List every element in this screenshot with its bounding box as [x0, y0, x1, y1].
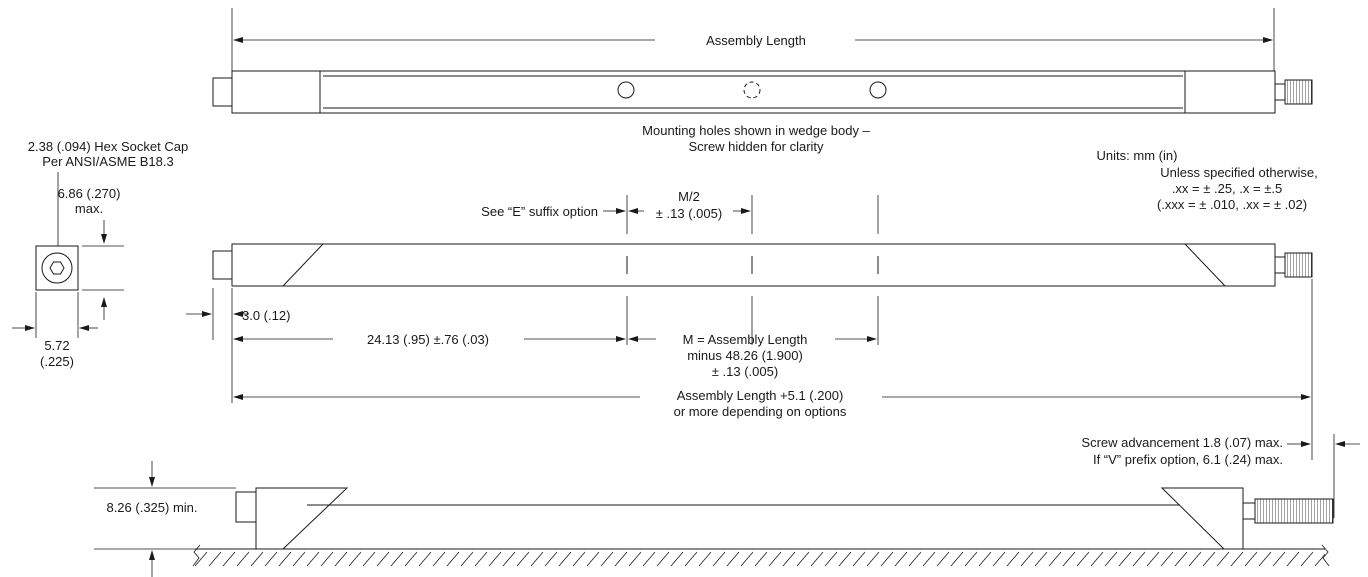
screw-thread: [1284, 79, 1313, 105]
units-line4: (.xxx = ± .010, .xx = ± .02): [1157, 197, 1307, 212]
top-view: Assembly Length Mounting holes shown in …: [212, 8, 1313, 154]
units-line1: Units: mm (in): [1097, 148, 1178, 163]
hex-socket-line1: 2.38 (.094) Hex Socket Cap: [28, 139, 188, 154]
offset-label: 3.0 (.12): [242, 308, 290, 323]
middle-view: See “E” suffix option M/2 ± .13 (.005) 3…: [186, 189, 1313, 460]
half-m-label-line1: M/2: [678, 189, 700, 204]
assembly-length-dimension: Assembly Length: [233, 33, 1273, 48]
screw-thread: [1284, 252, 1313, 278]
right-wedge: [1160, 487, 1244, 550]
width-label-line1: 5.72: [44, 338, 69, 353]
units-note: Units: mm (in) Unless specified otherwis…: [1097, 148, 1318, 212]
mounting-note-line1: Mounting holes shown in wedge body –: [642, 123, 870, 138]
height-label-line1: 6.86 (.270): [58, 186, 121, 201]
screw-advance-line2: If “V” prefix option, 6.1 (.24) max.: [1093, 452, 1283, 467]
units-line2: Unless specified otherwise,: [1160, 165, 1318, 180]
ground-hatch: [195, 551, 1325, 567]
mounting-holes: [617, 81, 887, 99]
m-label-line2: minus 48.26 (1.900): [687, 348, 803, 363]
left-wedge: [255, 487, 349, 550]
screw-thread: [1254, 498, 1334, 524]
height-label: 8.26 (.325) min.: [106, 500, 197, 515]
side-view: Screw advancement 1.8 (.07) max. If “V” …: [94, 434, 1360, 577]
overall-label-line2: or more depending on options: [674, 404, 847, 419]
assembly-length-label: Assembly Length: [706, 33, 806, 48]
hex-socket-end-view: 2.38 (.094) Hex Socket Cap Per ANSI/ASME…: [12, 139, 188, 369]
height-label-line2: max.: [75, 201, 103, 216]
hex-socket-line2: Per ANSI/ASME B18.3: [42, 154, 174, 169]
m-label-line1: M = Assembly Length: [683, 332, 808, 347]
width-label-line2: (.225): [40, 354, 74, 369]
e-suffix-label: See “E” suffix option: [481, 204, 598, 219]
overall-label-line1: Assembly Length +5.1 (.200): [677, 388, 844, 403]
first-hole-label: 24.13 (.95) ±.76 (.03): [367, 332, 489, 347]
mounting-note-line2: Screw hidden for clarity: [688, 139, 824, 154]
half-m-label-line2: ± .13 (.005): [656, 206, 722, 221]
wedge-body: [231, 243, 1276, 287]
units-line3: .xx = ± .25, .x = ±.5: [1172, 181, 1282, 196]
screw-advance-line1: Screw advancement 1.8 (.07) max.: [1081, 435, 1283, 450]
m-label-line3: ± .13 (.005): [712, 364, 778, 379]
